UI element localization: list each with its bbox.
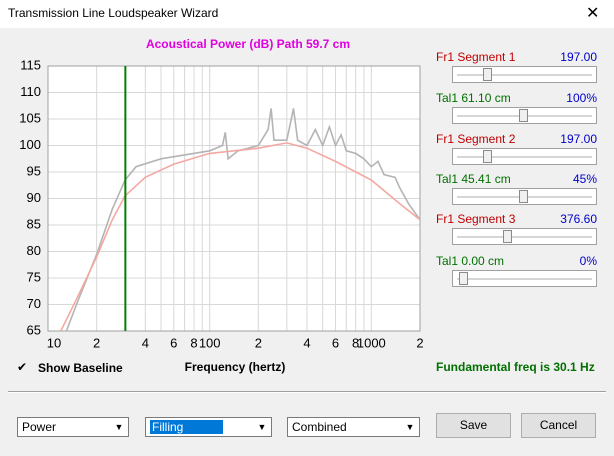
x-tick-label: 8 [190,335,197,350]
checkbox[interactable]: ✔ [17,360,28,374]
dropdown-text: Filling [150,420,224,434]
control-label: Fr1 Segment 1 [436,50,516,64]
control-value: 376.60 [560,212,597,226]
control-label: Fr1 Segment 2 [436,132,516,146]
slider-thumb[interactable] [519,109,528,122]
x-tick-label: 4 [142,335,149,350]
dropdown-arrow[interactable]: ▼ [405,422,415,432]
series-line [65,108,420,331]
chart-title: Acoustical Power (dB) Path 59.7 cm [146,37,350,51]
control-label: Tal1 0.00 cm [436,254,505,268]
dropdown-arrow[interactable]: ▼ [114,422,124,432]
title-bar [0,0,614,28]
control-value: 100% [566,91,597,105]
window-title: Transmission Line Loudspeaker Wizard [8,6,219,20]
y-tick-label: 85 [27,216,41,231]
slider[interactable] [452,228,597,245]
slider-thumb[interactable] [483,150,492,163]
dropdown[interactable]: Filling ▼ [145,417,272,437]
x-tick-label: 1000 [357,335,386,350]
x-tick-label: 6 [170,335,177,350]
x-tick-label: 2 [93,335,100,350]
control-value: 197.00 [560,132,597,146]
annotation: Fundamental freq is 30.1 Hz [436,360,595,374]
y-tick-label: 115 [20,57,41,72]
close-button[interactable]: ✕ [586,5,600,22]
y-tick-label: 110 [20,84,41,99]
dropdown-arrow[interactable]: ▼ [257,422,267,432]
control-label: Fr1 Segment 3 [436,212,516,226]
y-tick-label: 105 [19,110,41,125]
control-label: Tal1 61.10 cm [436,91,511,105]
slider[interactable] [452,107,597,124]
series-line [60,142,420,331]
dropdown[interactable]: Combined ▼ [287,417,420,437]
slider-thumb[interactable] [483,68,492,81]
dropdown-text: Power [22,420,57,434]
control-value: 0% [579,254,597,268]
plot-border [47,65,421,332]
y-tick-label: 90 [27,190,41,205]
separator [8,391,606,393]
x-tick-label: 10 [47,335,61,350]
control-value: 197.00 [560,50,597,64]
y-tick-label: 80 [27,243,41,258]
checkbox-label[interactable]: Show Baseline [38,361,123,375]
chart: Acoustical Power (dB) Path 59.7 cm Frequ… [19,37,595,374]
slider[interactable] [452,148,597,165]
y-tick-label: 75 [27,269,41,284]
x-tick-label: 6 [332,335,339,350]
slider-thumb[interactable] [503,230,512,243]
x-tick-label: 4 [303,335,310,350]
button[interactable]: Cancel [521,413,596,438]
x-tick-label: 2 [416,335,423,350]
y-tick-label: 65 [27,322,41,337]
y-tick-label: 100 [19,137,41,152]
slider[interactable] [452,270,597,287]
x-tick-label: 100 [199,335,221,350]
button[interactable]: Save [436,413,511,438]
control-label: Tal1 45.41 cm [436,172,511,186]
x-tick-label: 2 [255,335,262,350]
y-tick-label: 95 [27,163,41,178]
slider[interactable] [452,188,597,205]
slider-thumb[interactable] [459,272,468,285]
slider-thumb[interactable] [519,190,528,203]
x-tick-label: 8 [352,335,359,350]
dropdown[interactable]: Power ▼ [17,417,129,437]
slider[interactable] [452,66,597,83]
dropdown-text: Combined [292,420,347,434]
control-value: 45% [572,172,597,186]
x-axis-label: Frequency (hertz) [185,360,286,374]
y-tick-label: 70 [27,296,41,311]
